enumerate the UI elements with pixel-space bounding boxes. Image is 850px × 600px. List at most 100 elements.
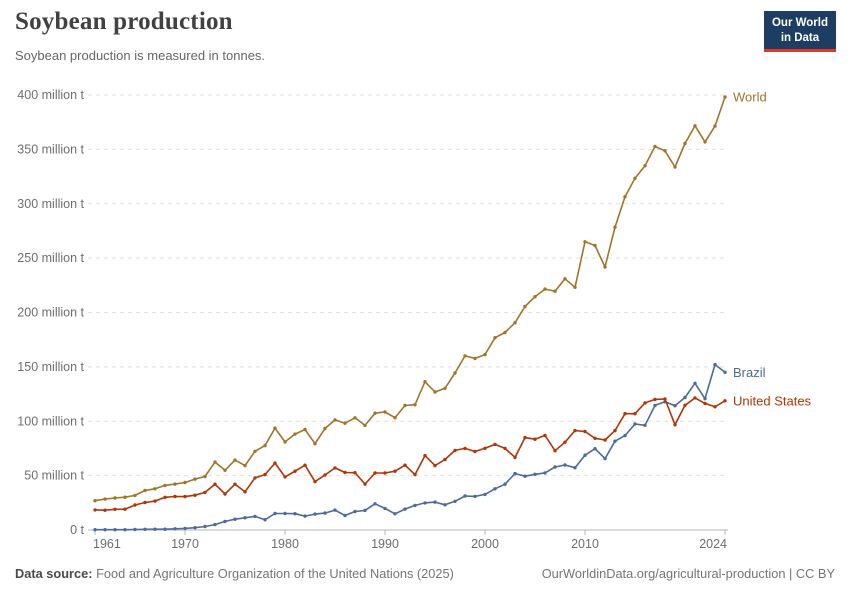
- series-point[interactable]: [323, 511, 327, 515]
- series-point[interactable]: [663, 149, 667, 153]
- series-point[interactable]: [223, 468, 227, 472]
- series-point[interactable]: [453, 371, 457, 375]
- series-point[interactable]: [113, 507, 117, 511]
- series-point[interactable]: [463, 494, 467, 498]
- series-point[interactable]: [183, 480, 187, 485]
- series-point[interactable]: [243, 490, 247, 494]
- series-point[interactable]: [593, 243, 597, 248]
- series-point[interactable]: [603, 438, 607, 442]
- series-point[interactable]: [633, 412, 637, 416]
- series-point[interactable]: [713, 405, 717, 409]
- series-point[interactable]: [523, 304, 527, 309]
- series-point[interactable]: [463, 446, 467, 451]
- series-label-united-states[interactable]: United States: [733, 393, 812, 408]
- series-point[interactable]: [113, 528, 117, 532]
- series-point[interactable]: [93, 499, 97, 503]
- series-point[interactable]: [153, 487, 157, 491]
- series-point[interactable]: [393, 469, 397, 473]
- series-point[interactable]: [253, 449, 257, 453]
- series-point[interactable]: [153, 527, 157, 531]
- series-point[interactable]: [283, 440, 287, 444]
- series-point[interactable]: [303, 514, 307, 518]
- footer-link[interactable]: OurWorldinData.org/agricultural-producti…: [541, 566, 835, 581]
- series-point[interactable]: [293, 432, 297, 436]
- series-point[interactable]: [433, 500, 437, 504]
- series-point[interactable]: [383, 471, 387, 475]
- series-point[interactable]: [703, 397, 707, 401]
- series-point[interactable]: [273, 426, 277, 430]
- series-point[interactable]: [503, 482, 507, 486]
- series-point[interactable]: [393, 416, 397, 420]
- series-point[interactable]: [383, 506, 387, 511]
- series-point[interactable]: [473, 356, 477, 361]
- series-point[interactable]: [103, 528, 107, 532]
- series-point[interactable]: [483, 446, 487, 450]
- series-point[interactable]: [333, 466, 337, 470]
- series-point[interactable]: [493, 442, 497, 447]
- series-point[interactable]: [143, 527, 147, 531]
- series-point[interactable]: [623, 412, 627, 416]
- series-point[interactable]: [683, 141, 687, 146]
- series-point[interactable]: [203, 490, 207, 495]
- series-point[interactable]: [333, 418, 337, 422]
- series-point[interactable]: [613, 439, 617, 443]
- series-point[interactable]: [713, 362, 717, 367]
- series-point[interactable]: [373, 411, 377, 415]
- series-point[interactable]: [573, 285, 577, 289]
- series-point[interactable]: [263, 472, 267, 477]
- series-point[interactable]: [673, 423, 677, 427]
- series-point[interactable]: [353, 416, 357, 420]
- series-point[interactable]: [633, 422, 637, 426]
- series-point[interactable]: [493, 336, 497, 340]
- owid-logo[interactable]: Our World in Data: [763, 11, 836, 53]
- series-point[interactable]: [213, 522, 217, 527]
- series-point[interactable]: [363, 508, 367, 513]
- series-point[interactable]: [93, 528, 97, 532]
- series-point[interactable]: [723, 399, 727, 403]
- series-point[interactable]: [483, 352, 487, 357]
- series-point[interactable]: [613, 225, 617, 229]
- series-point[interactable]: [223, 519, 227, 524]
- series-point[interactable]: [533, 472, 537, 476]
- series-point[interactable]: [443, 386, 447, 390]
- series-point[interactable]: [373, 502, 377, 506]
- series-point[interactable]: [603, 456, 607, 461]
- series-line[interactable]: [94, 96, 726, 502]
- series-point[interactable]: [333, 508, 337, 512]
- series-point[interactable]: [283, 475, 287, 479]
- series-point[interactable]: [213, 460, 217, 464]
- series-point[interactable]: [183, 526, 187, 531]
- series-point[interactable]: [563, 277, 567, 281]
- series-point[interactable]: [313, 479, 317, 484]
- series-point[interactable]: [563, 463, 567, 467]
- series-point[interactable]: [423, 380, 427, 384]
- series-point[interactable]: [473, 449, 477, 454]
- series-brazil[interactable]: Brazil: [93, 362, 766, 532]
- series-point[interactable]: [573, 466, 577, 470]
- series-label-world[interactable]: World: [733, 89, 767, 104]
- series-point[interactable]: [523, 474, 527, 478]
- series-point[interactable]: [633, 176, 637, 180]
- series-point[interactable]: [353, 509, 357, 514]
- series-point[interactable]: [673, 165, 677, 169]
- series-point[interactable]: [343, 421, 347, 425]
- series-point[interactable]: [643, 423, 647, 427]
- series-point[interactable]: [703, 401, 707, 406]
- series-point[interactable]: [243, 463, 247, 468]
- series-point[interactable]: [393, 512, 397, 516]
- series-point[interactable]: [133, 493, 137, 498]
- series-point[interactable]: [263, 443, 267, 448]
- series-point[interactable]: [173, 482, 177, 486]
- series-point[interactable]: [683, 395, 687, 400]
- series-point[interactable]: [363, 423, 367, 428]
- series-point[interactable]: [253, 476, 257, 480]
- series-point[interactable]: [523, 435, 527, 440]
- series-point[interactable]: [553, 289, 557, 293]
- series-point[interactable]: [303, 427, 307, 432]
- series-point[interactable]: [573, 428, 577, 433]
- series-point[interactable]: [443, 503, 447, 507]
- series-point[interactable]: [563, 440, 567, 444]
- series-point[interactable]: [103, 508, 107, 512]
- series-point[interactable]: [163, 495, 167, 499]
